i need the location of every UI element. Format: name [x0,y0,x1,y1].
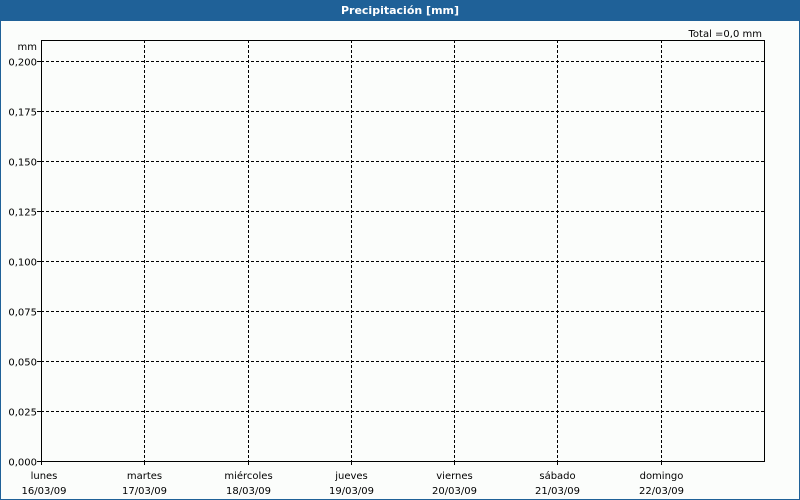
x-tick-label-date: 17/03/09 [122,486,167,497]
y-tick-label: 0,050 [8,358,37,369]
x-tick-label-day: jueves [334,471,368,482]
plot-frame [41,40,765,462]
x-tick-label-date: 19/03/09 [329,486,374,497]
y-tick-label: 0,000 [8,458,37,469]
x-tick-label-day: miércoles [224,470,272,482]
x-tick-label-date: 22/03/09 [639,486,684,497]
x-tick-label-day: lunes [31,471,58,482]
y-tick-label: 0,125 [8,208,37,219]
y-tick-label: 0,150 [8,158,37,169]
x-tick-label-day: viernes [436,471,472,482]
y-axis-unit: mm [18,42,37,53]
x-tick-label-date: 16/03/09 [22,486,67,497]
x-tick-label-date: 20/03/09 [432,486,477,497]
x-tick-label-day: martes [127,471,162,482]
x-tick-label-date: 18/03/09 [226,486,271,497]
chart-title: Precipitación [mm] [0,0,800,21]
total-annotation: Total =0,0 mm [688,29,762,40]
y-tick-label: 0,200 [8,58,37,69]
y-tick-label: 0,075 [8,308,37,319]
x-tick-label-day: sábado [539,470,575,482]
y-tick-label: 0,100 [8,258,37,269]
x-tick-label-date: 21/03/09 [535,486,580,497]
y-tick-label: 0,025 [8,408,37,419]
x-tick-label-day: domingo [640,471,684,482]
y-tick-label: 0,175 [8,108,37,119]
